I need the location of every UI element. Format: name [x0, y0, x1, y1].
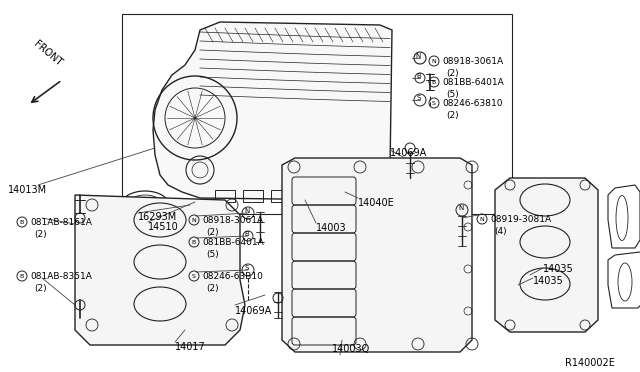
Bar: [355, 190, 375, 202]
Text: R140002E: R140002E: [565, 358, 615, 368]
Polygon shape: [75, 195, 245, 345]
Bar: [243, 190, 263, 202]
Text: S: S: [192, 273, 196, 279]
Text: N: N: [415, 53, 420, 59]
Text: (2): (2): [206, 228, 219, 237]
Text: B: B: [20, 273, 24, 279]
Text: B: B: [192, 240, 196, 244]
Text: 081AB-8161A: 081AB-8161A: [30, 218, 92, 227]
Text: 14035: 14035: [543, 264, 573, 274]
Text: 14035: 14035: [533, 276, 564, 286]
Text: N: N: [244, 208, 250, 214]
Text: 08918-3061A: 08918-3061A: [202, 216, 263, 225]
Text: N: N: [458, 205, 463, 211]
Text: (5): (5): [446, 90, 459, 99]
Text: 14040E: 14040E: [358, 198, 395, 208]
Text: 081BB-6401A: 081BB-6401A: [202, 238, 264, 247]
Text: N: N: [191, 218, 196, 222]
Text: N: N: [479, 217, 484, 221]
Polygon shape: [153, 22, 392, 200]
Text: 14003: 14003: [316, 223, 347, 233]
Text: 081BB-6401A: 081BB-6401A: [442, 78, 504, 87]
Text: 14003Q: 14003Q: [332, 344, 371, 354]
Text: 14017: 14017: [175, 342, 205, 352]
Text: B: B: [432, 80, 436, 84]
Text: B: B: [417, 73, 421, 79]
Bar: [122, 14, 512, 214]
Bar: [271, 190, 291, 202]
Text: 08919-3081A: 08919-3081A: [490, 215, 551, 224]
Polygon shape: [495, 178, 598, 332]
Text: B: B: [244, 231, 250, 237]
Text: FRONT: FRONT: [32, 39, 64, 68]
Text: 08918-3061A: 08918-3061A: [442, 57, 503, 66]
Text: S: S: [245, 265, 249, 271]
Text: 08246-63B10: 08246-63B10: [202, 272, 263, 281]
Text: 081AB-8351A: 081AB-8351A: [30, 272, 92, 281]
Bar: [299, 190, 319, 202]
Text: (2): (2): [34, 230, 47, 239]
Text: (2): (2): [446, 69, 459, 78]
Text: 14069A: 14069A: [390, 148, 428, 158]
Text: 14069A: 14069A: [235, 306, 272, 316]
Text: S: S: [432, 100, 436, 106]
Text: (4): (4): [494, 227, 507, 236]
Text: 14510: 14510: [148, 222, 179, 232]
Text: (2): (2): [446, 111, 459, 120]
Text: B: B: [20, 219, 24, 224]
Text: 08246-63810: 08246-63810: [442, 99, 502, 108]
Text: (5): (5): [206, 250, 219, 259]
Text: (2): (2): [206, 284, 219, 293]
Text: (2): (2): [34, 284, 47, 293]
Text: S: S: [417, 95, 421, 101]
Bar: [327, 190, 347, 202]
Text: 16293M: 16293M: [138, 212, 177, 222]
Bar: [215, 190, 235, 202]
Polygon shape: [282, 158, 472, 352]
Text: 14013M: 14013M: [8, 185, 47, 195]
Text: N: N: [431, 58, 436, 64]
